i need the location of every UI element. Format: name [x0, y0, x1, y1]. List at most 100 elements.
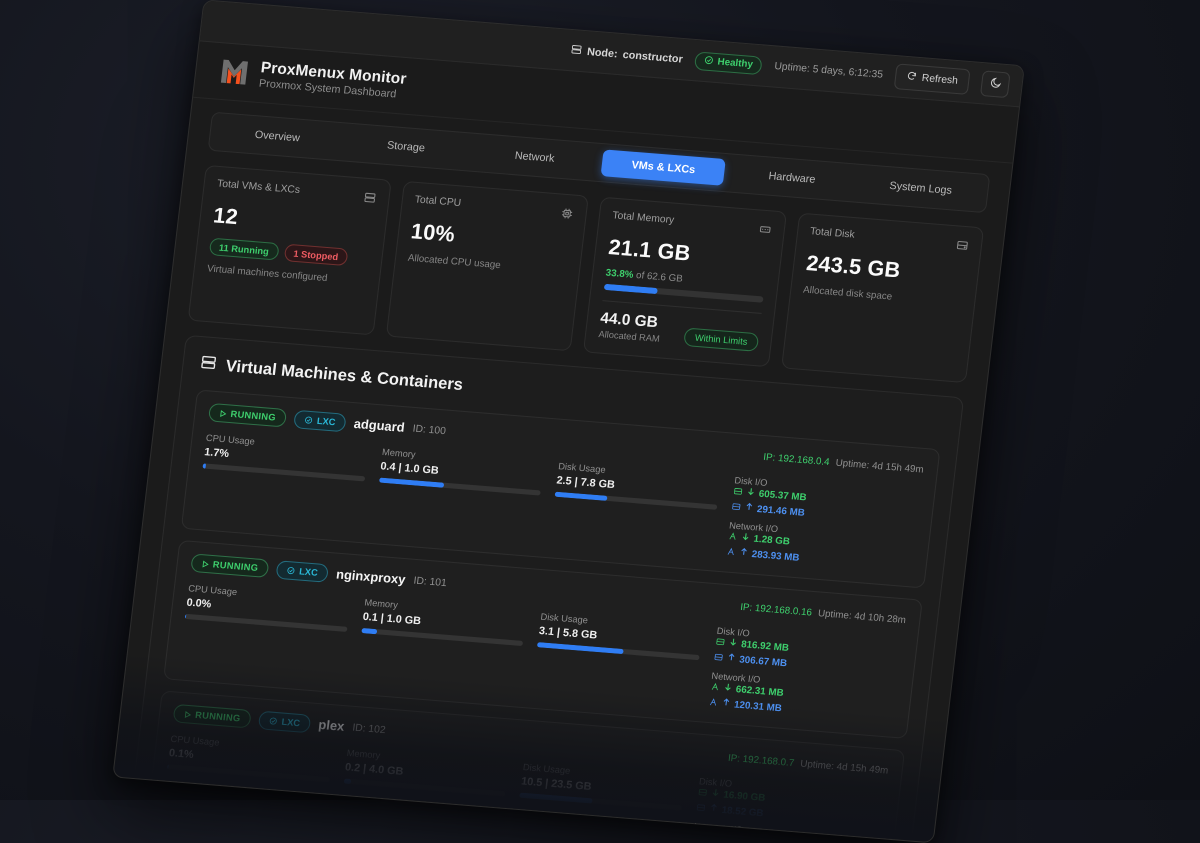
vm-status-label: RUNNING: [195, 710, 241, 724]
vm-uptime: Uptime: 4d 10h 28m: [817, 607, 906, 625]
arrow-down-icon: [723, 682, 733, 695]
hard-drive-icon: [695, 802, 706, 814]
vm-memory-metric: Memory 0.1 | 1.0 GB: [361, 597, 527, 646]
memory-total: of 62.6 GB: [635, 270, 683, 285]
vm-uptime: Uptime: 4d 15h 49m: [800, 758, 889, 776]
vm-type-label: LXC: [281, 717, 301, 729]
vm-io-metrics: Disk I/O 816.92 MB 306.67 MB Network I/O…: [708, 626, 904, 724]
vm-cpu-metric: CPU Usage 0.1%: [167, 734, 333, 783]
vm-ip-address: IP: 192.168.0.7: [727, 752, 794, 769]
hard-drive-icon: [697, 787, 708, 799]
vm-status-badge: RUNNING: [173, 704, 252, 729]
app-window: Node: constructor Healthy Uptime: 5 days…: [112, 0, 1025, 843]
vm-disk-metric: Disk Usage 2.5 | 7.8 GB: [555, 461, 721, 510]
health-status-badge: Healthy: [694, 51, 763, 75]
tab-vms-lxcs[interactable]: VMs & LXCs: [601, 149, 727, 185]
hard-drive-icon: [715, 636, 726, 648]
server-stack-icon: [362, 190, 376, 209]
vm-cpu-metric: CPU Usage 1.7%: [202, 433, 368, 482]
vm-ip-address: IP: 192.168.0.16: [740, 601, 813, 618]
stat-value-total-disk: 243.5 GB: [805, 252, 967, 289]
hard-drive-icon: [731, 501, 742, 513]
vm-status-label: RUNNING: [212, 559, 258, 573]
vm-ip-address: IP: 192.168.0.4: [763, 451, 830, 468]
network-icon: [727, 531, 738, 543]
chip-running-count: 11 Running: [209, 238, 279, 261]
vm-disk-fill: [519, 793, 592, 804]
vm-cpu-fill: [185, 614, 186, 619]
vm-memory-fill: [361, 628, 378, 634]
screen: Node: constructor Healthy Uptime: 5 days…: [0, 0, 1200, 800]
vm-type-badge: LXC: [276, 560, 329, 583]
tab-storage[interactable]: Storage: [343, 129, 469, 165]
vm-uptime: Uptime: 4d 15h 49m: [835, 457, 924, 475]
vm-disk-fill: [537, 642, 623, 654]
vm-list-panel: Virtual Machines & Containers RUNNING LX…: [113, 335, 964, 843]
moon-icon: [988, 75, 1002, 94]
network-icon: [692, 832, 703, 843]
vm-status-label: RUNNING: [230, 409, 276, 423]
vm-cpu-metric: CPU Usage 0.0%: [185, 583, 351, 632]
node-name: constructor: [622, 48, 683, 65]
vm-list-title-text: Virtual Machines & Containers: [225, 357, 464, 394]
network-icon: [708, 697, 719, 709]
chip-stopped-count: 1 Stopped: [283, 244, 348, 266]
vm-type-badge: LXC: [258, 711, 311, 734]
arrow-up-icon: [744, 502, 754, 515]
tab-overview[interactable]: Overview: [214, 118, 340, 154]
vm-memory-fill: [343, 778, 352, 784]
stat-card-total-disk: Total Disk 243.5 GB Allocated disk space: [781, 213, 985, 384]
tab-network[interactable]: Network: [472, 139, 598, 175]
arrow-down-icon: [746, 486, 756, 499]
arrow-down-icon: [728, 637, 738, 650]
server-icon: [570, 43, 583, 58]
refresh-icon: [906, 70, 918, 84]
vm-type-label: LXC: [299, 566, 319, 578]
stat-label-total-vms: Total VMs & LXCs: [217, 178, 301, 196]
refresh-label: Refresh: [921, 73, 958, 87]
memory-percent: 33.8%: [605, 267, 634, 280]
memory-stick-icon: [757, 222, 771, 241]
refresh-button[interactable]: Refresh: [894, 63, 971, 95]
hard-drive-icon: [713, 652, 724, 664]
vm-memory-metric: Memory 0.4 | 1.0 GB: [379, 447, 545, 496]
stat-footer-total-vms: Virtual machines configured: [207, 263, 367, 287]
vm-type-label: LXC: [316, 416, 336, 428]
stat-label-total-memory: Total Memory: [612, 210, 675, 226]
allocated-ram-label: Allocated RAM: [598, 329, 660, 344]
hard-drive-icon: [733, 486, 744, 498]
vm-memory-metric: Memory 0.2 | 4.0 GB: [343, 748, 509, 797]
stat-value-total-vms: 12: [212, 204, 374, 241]
stat-label-total-disk: Total Disk: [809, 226, 855, 241]
network-icon: [710, 681, 721, 693]
vm-name: plex: [318, 718, 345, 734]
tab-system-logs[interactable]: System Logs: [858, 170, 984, 206]
arrow-up-icon: [721, 697, 731, 710]
vm-io-metrics: Disk I/O 605.37 MB 291.46 MB Network I/O…: [725, 475, 921, 573]
theme-toggle-button[interactable]: [980, 70, 1011, 98]
vm-type-badge: LXC: [293, 410, 346, 433]
vm-cpu-fill: [167, 764, 168, 769]
vm-state-chips: 11 Running 1 Stopped: [209, 238, 370, 268]
arrow-down-icon: [710, 787, 720, 800]
server-stack-icon: [199, 354, 218, 377]
arrow-up-icon: [709, 803, 719, 816]
vm-network-meta: IP: 192.168.0.4 Uptime: 4d 15h 49m: [763, 451, 924, 475]
arrow-down-icon: [705, 832, 715, 843]
vm-network-meta: IP: 192.168.0.7 Uptime: 4d 15h 49m: [727, 752, 888, 776]
vm-memory-fill: [379, 477, 444, 487]
vm-disk-metric: Disk Usage 10.5 | 23.5 GB: [519, 762, 685, 811]
network-icon: [725, 546, 736, 558]
system-uptime: Uptime: 5 days, 6:12:35: [774, 61, 884, 81]
vm-id: ID: 100: [412, 423, 446, 437]
vm-id: ID: 102: [352, 722, 386, 736]
stat-label-total-cpu: Total CPU: [414, 194, 462, 209]
stat-footer-total-cpu: Allocated CPU usage: [407, 252, 567, 276]
check-circle-icon: [704, 55, 715, 68]
tab-hardware[interactable]: Hardware: [729, 160, 855, 196]
vm-disk-metric: Disk Usage 3.1 | 5.8 GB: [537, 611, 703, 660]
stat-card-total-memory: Total Memory 21.1 GB 33.8% of 62.6 GB: [583, 197, 787, 368]
memory-progress-fill: [604, 284, 658, 294]
arrow-up-icon: [739, 547, 749, 560]
